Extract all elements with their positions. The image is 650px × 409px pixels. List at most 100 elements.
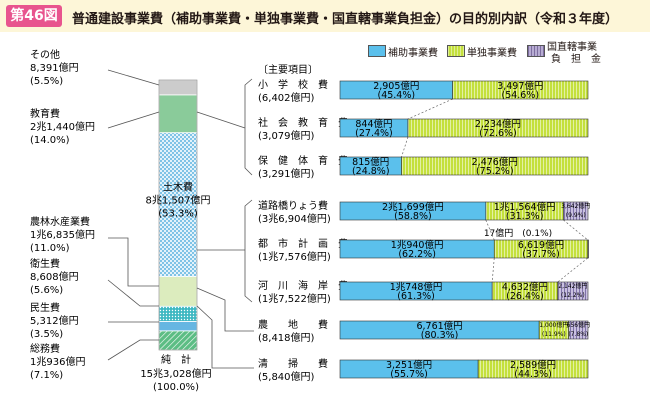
bar-segment-7-1 bbox=[477, 359, 589, 379]
bar-value-3-1: 1兆1,564億円 bbox=[494, 201, 556, 213]
composition-value-0: 1兆936億円 bbox=[30, 355, 85, 368]
bar-segment-0-1 bbox=[452, 80, 589, 100]
bar-value-1-1: 2,234億円 bbox=[475, 118, 521, 130]
figure-title: 普通建設事業費（補助事業費・単独事業費・国直轄事業負担金）の目的別内訳（令和３年… bbox=[72, 12, 619, 27]
bar-pct-5-2: (12.2%) bbox=[561, 292, 585, 299]
figure-header: 第46図 普通建設事業費（補助事業費・単独事業費・国直轄事業負担金）の目的別内訳… bbox=[0, 0, 650, 32]
item-name-4: 都 市 計 画 費 bbox=[258, 237, 348, 250]
bar-pct-2-0: (24.8%) bbox=[352, 166, 390, 177]
bar-pct-6-0: (80.3%) bbox=[421, 330, 459, 341]
bar-value-7-1: 2,589億円 bbox=[510, 359, 556, 371]
item-total-2: (3,291億円) bbox=[258, 167, 315, 180]
composition-leader-5 bbox=[107, 111, 160, 129]
item-name-0: 小 学 校 費 bbox=[258, 78, 328, 91]
item-total-4: (1兆7,576億円) bbox=[258, 250, 331, 263]
bar-pct-1-0: (27.4%) bbox=[355, 128, 393, 139]
composition-percent-5: (14.0%) bbox=[30, 135, 70, 146]
bar-segment-2-1 bbox=[401, 156, 589, 176]
composition-segment-4 bbox=[158, 132, 198, 277]
composition-percent-3: (11.0%) bbox=[30, 243, 70, 254]
composition-name-2: 衛生費 bbox=[30, 257, 60, 270]
composition-leader-6 bbox=[107, 69, 160, 86]
bar-pct-7-0: (55.7%) bbox=[390, 369, 428, 380]
bar-pct-6-2: (7.8%) bbox=[568, 331, 588, 338]
composition-percent-2: (5.6%) bbox=[30, 285, 63, 296]
composition-name-3: 農林水産業費 bbox=[30, 215, 90, 228]
composition-value-6: 8,391億円 bbox=[30, 61, 79, 74]
bar-value-0-1: 3,497億円 bbox=[497, 80, 543, 92]
bracket-education bbox=[244, 78, 253, 176]
bar-pct-1-1: (72.6%) bbox=[479, 128, 517, 139]
bracket-civil-engineering bbox=[244, 199, 253, 303]
item-name-1: 社 会 教 育 費 bbox=[258, 116, 348, 129]
bar-connector-4-1 bbox=[557, 257, 588, 283]
legend-label-chokkatsu-1: 国直轄事業 bbox=[547, 42, 597, 53]
bar-pct-2-1: (75.2%) bbox=[476, 166, 514, 177]
bar-value-2-1: 2,476億円 bbox=[472, 156, 518, 168]
bar-segment-3-2 bbox=[563, 201, 589, 221]
item-total-6: (8,418億円) bbox=[258, 331, 315, 344]
legend-label-tandoku: 単独事業費 bbox=[467, 48, 517, 59]
composition-percent-0: (7.1%) bbox=[30, 370, 63, 381]
composition-value-1: 5,312億円 bbox=[30, 314, 79, 327]
composition-segment-0 bbox=[158, 330, 198, 351]
bar-value-6-2: 656億円 bbox=[567, 321, 590, 329]
composition-name-1: 民生費 bbox=[30, 301, 60, 314]
bar-connector-1-0 bbox=[401, 136, 409, 158]
composition-segment-5 bbox=[158, 94, 198, 134]
composition-percent-1: (3.5%) bbox=[30, 329, 63, 340]
item-name-7: 清 掃 費 bbox=[258, 357, 328, 370]
bar-pct-3-0: (58.8%) bbox=[394, 211, 432, 222]
total-value: 15兆3,028億円 bbox=[140, 367, 211, 380]
item-total-5: (1兆7,522億円) bbox=[258, 292, 331, 305]
composition-value-4: 8兆1,507億円 bbox=[146, 194, 211, 207]
item-name-5: 河 川 海 岸 費 bbox=[258, 279, 348, 292]
composition-segment-1 bbox=[158, 320, 198, 332]
connector-lines bbox=[196, 78, 588, 369]
bar-pct-6-1: (11.9%) bbox=[542, 331, 566, 338]
bar-value-6-1: 1,000億円 bbox=[539, 321, 568, 329]
composition-value-5: 2兆1,440億円 bbox=[30, 120, 95, 133]
bar-value-7-0: 3,251億円 bbox=[386, 359, 432, 371]
bar-pct-3-2: (9.9%) bbox=[566, 212, 586, 219]
main-items-header: 〔主要項目〕 bbox=[258, 64, 318, 76]
composition-name-0: 総務費 bbox=[30, 342, 60, 355]
item-name-2: 保 健 体 育 費 bbox=[258, 154, 348, 167]
bar-value-3-2: 3,642億円 bbox=[561, 202, 590, 210]
bar-segment-4-2 bbox=[587, 239, 589, 259]
composition-percent-4: (53.3%) bbox=[158, 209, 198, 220]
bar-pct-0-1: (54.6%) bbox=[501, 90, 539, 101]
bar-value-5-1: 4,632億円 bbox=[502, 281, 548, 293]
composition-value-3: 1兆6,835億円 bbox=[30, 228, 95, 241]
item-name-3: 道路橋りょう費 bbox=[258, 199, 328, 212]
link-agriculture bbox=[196, 287, 254, 332]
legend-swatch-hojo bbox=[368, 45, 386, 57]
item-note-4: 17億円 (0.1%) bbox=[484, 227, 552, 239]
bar-connector-3-1 bbox=[563, 219, 588, 241]
bar-value-5-2: 2,142億円 bbox=[558, 282, 587, 290]
legend-swatch-chokkatsu bbox=[527, 45, 545, 57]
item-total-7: (5,840億円) bbox=[258, 370, 315, 383]
bar-pct-0-0: (45.4%) bbox=[377, 90, 415, 101]
bar-value-5-0: 1兆748億円 bbox=[390, 281, 443, 293]
composition-leader-0 bbox=[107, 339, 159, 361]
figure-number-badge: 第46図 bbox=[6, 5, 62, 27]
total-percent: (100.0%) bbox=[153, 382, 199, 393]
bar-pct-7-1: (44.3%) bbox=[514, 369, 552, 380]
composition-segment-3 bbox=[158, 276, 198, 307]
composition-leader-2 bbox=[107, 279, 159, 307]
item-rows: 小 学 校 費(6,402億円) 2,905億円(45.4%) 3,497億円(54… bbox=[258, 78, 590, 383]
bar-pct-3-1: (31.3%) bbox=[506, 211, 544, 222]
bar-value-3-0: 2兆1,699億円 bbox=[382, 201, 444, 213]
total-label: 純 計 bbox=[161, 353, 191, 366]
bar-value-4-0: 1兆940億円 bbox=[391, 239, 444, 251]
composition-name-6: その他 bbox=[30, 48, 60, 61]
legend-label-chokkatsu-2: 負 担 金 bbox=[551, 54, 601, 65]
bar-segment-5-2 bbox=[557, 281, 589, 301]
bar-pct-5-1: (26.4%) bbox=[506, 291, 544, 302]
item-name-6: 農 地 費 bbox=[258, 318, 328, 331]
composition-segment-6 bbox=[158, 79, 198, 96]
bar-segment-1-1 bbox=[407, 118, 589, 138]
bar-value-4-1: 6,619億円 bbox=[518, 239, 564, 251]
